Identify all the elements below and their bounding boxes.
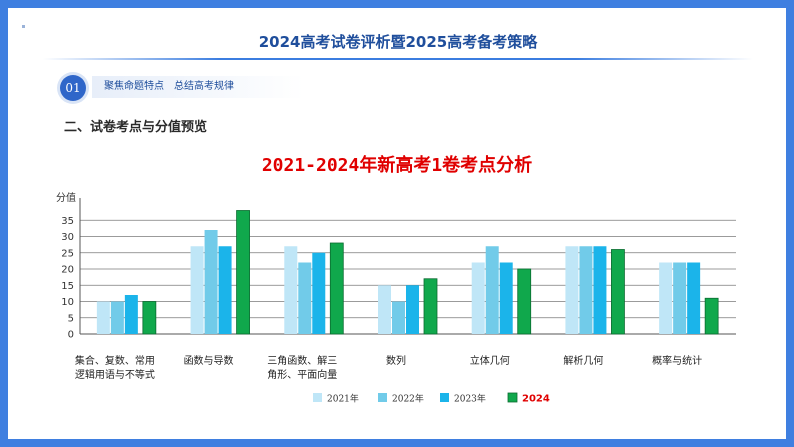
y-tick-label: 10 — [61, 297, 74, 308]
legend-label: 2021年 — [327, 393, 359, 405]
legend-swatch — [313, 393, 322, 402]
chart-title: 2021-2024年新高考1卷考点分析 — [261, 155, 533, 176]
bar-2023年 — [593, 246, 607, 334]
section-number-badge: 01 — [60, 75, 86, 101]
legend-swatch — [440, 393, 449, 402]
x-tick-label: 逻辑用语与不等式 — [75, 368, 155, 381]
bar-2023年 — [218, 246, 232, 334]
bar-2022年 — [110, 301, 124, 334]
x-tick-label: 数列 — [386, 354, 406, 367]
bar-2024 — [704, 297, 719, 335]
legend-label: 2023年 — [454, 393, 486, 405]
page-title: 2024高考试卷评析暨2025高考备考策略 — [258, 33, 538, 51]
bar-2021年 — [565, 246, 579, 334]
legend-label: 2024 — [522, 394, 550, 405]
bar-2023年 — [687, 262, 701, 334]
y-axis-label: 分值 — [56, 191, 76, 204]
slide: 2024高考试卷评析暨2025高考备考策略 01 聚焦命题特点 总结高考规律 二… — [8, 8, 786, 439]
bar-2023年 — [312, 252, 326, 334]
y-tick-label: 5 — [68, 313, 74, 324]
bar-2024 — [423, 278, 438, 335]
bar-2022年 — [392, 301, 405, 334]
bar-2024 — [517, 268, 532, 335]
bar-2022年 — [298, 262, 312, 334]
bar-2021年 — [659, 262, 673, 334]
section-title: 二、试卷考点与分值预览 — [64, 120, 208, 135]
bar-2022年 — [485, 246, 499, 334]
x-tick-label: 集合、复数、常用 — [75, 354, 155, 367]
y-tick-label: 35 — [61, 216, 74, 227]
y-tick-label: 30 — [61, 232, 74, 243]
legend-swatch — [507, 392, 518, 403]
x-tick-label: 概率与统计 — [652, 354, 702, 367]
title-divider — [43, 58, 753, 60]
legend-label: 2022年 — [392, 393, 424, 405]
section-badge-label: 聚焦命题特点 总结高考规律 — [92, 76, 304, 98]
x-tick-label: 角形、平面向量 — [267, 368, 337, 381]
bar-2024 — [142, 301, 157, 335]
bar-2021年 — [378, 285, 391, 334]
x-tick-label: 解析几何 — [563, 354, 603, 367]
x-tick-label: 函数与导数 — [184, 354, 234, 367]
corner-dot — [22, 25, 25, 28]
y-tick-label: 15 — [61, 281, 74, 292]
bar-2021年 — [190, 246, 204, 334]
y-tick-label: 0 — [68, 330, 74, 341]
x-tick-label: 立体几何 — [470, 354, 510, 367]
bar-2022年 — [673, 262, 687, 334]
bar-2022年 — [579, 246, 593, 334]
bar-2024 — [611, 249, 625, 335]
bar-2023年 — [124, 295, 138, 334]
bar-2023年 — [406, 285, 419, 334]
bar-2021年 — [96, 301, 110, 334]
y-tick-label: 25 — [61, 248, 74, 259]
bar-2024 — [236, 210, 250, 335]
x-tick-label: 三角函数、解三 — [267, 354, 337, 367]
bar-2022年 — [204, 230, 218, 334]
bar-2021年 — [284, 246, 298, 334]
bar-2021年 — [471, 262, 485, 334]
bar-2024 — [329, 242, 344, 335]
y-tick-label: 20 — [61, 265, 74, 276]
legend-swatch — [378, 393, 387, 402]
bar-2023年 — [499, 262, 513, 334]
